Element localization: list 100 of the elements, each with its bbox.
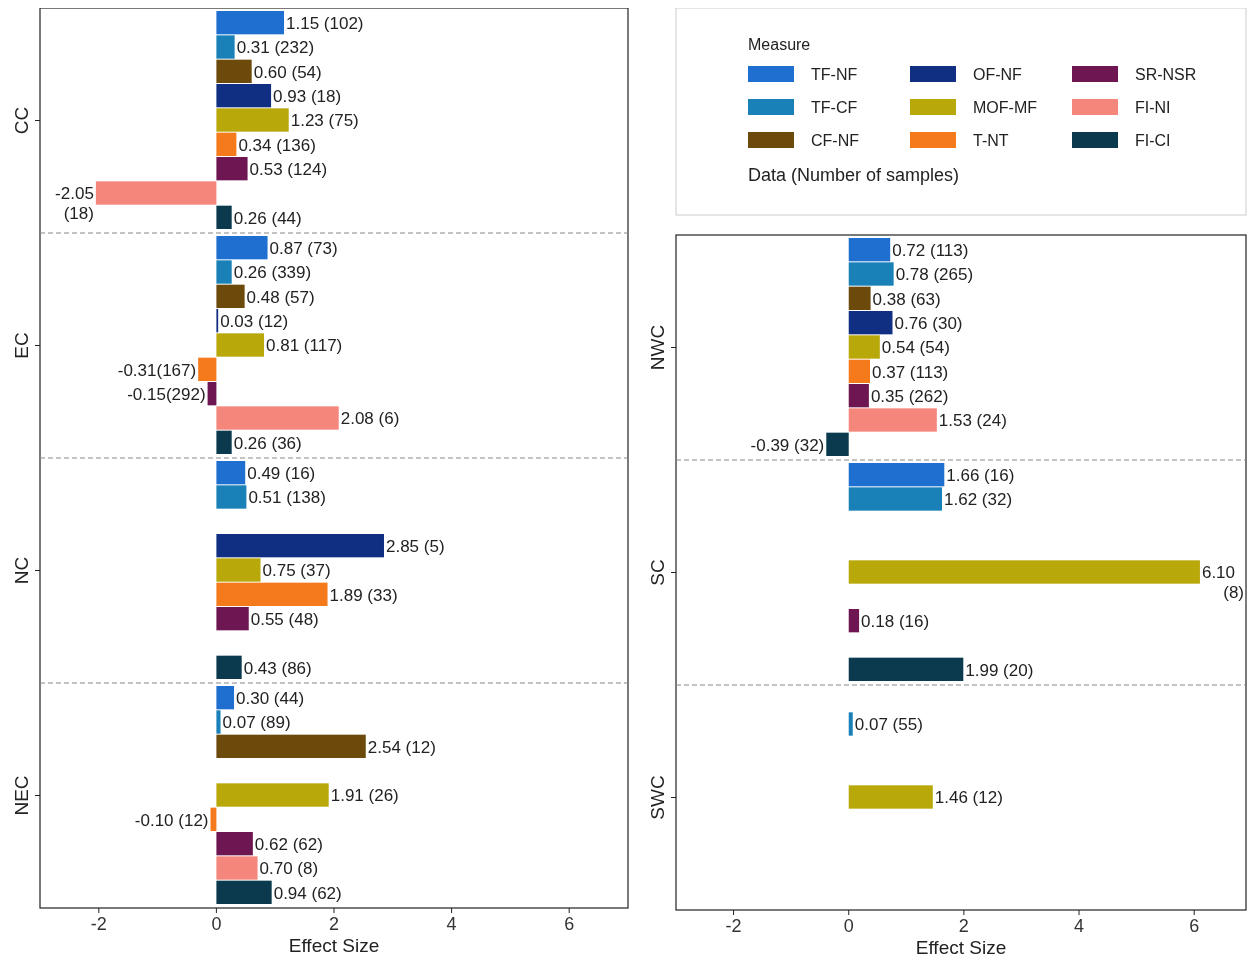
bar	[848, 487, 942, 511]
bar	[848, 560, 1200, 584]
bar	[216, 783, 329, 807]
bar	[216, 11, 285, 35]
bar	[216, 582, 328, 606]
data-label: 0.51 (138)	[248, 488, 326, 508]
data-label: 0.81 (117)	[266, 336, 343, 356]
data-label: 0.37 (113)	[872, 362, 949, 382]
x-tick-label: 0	[843, 916, 854, 936]
bar	[848, 609, 860, 633]
data-label: 0.70 (8)	[259, 859, 319, 879]
bar	[216, 35, 235, 59]
bar	[848, 286, 871, 310]
bar	[216, 84, 272, 108]
data-label: 0.26 (44)	[233, 208, 302, 228]
legend-label: TF-NF	[811, 65, 858, 83]
data-label: 6.10 (8)	[1201, 563, 1244, 602]
y-tick-label: NEC	[11, 775, 32, 816]
legend-label: FI-CI	[1135, 131, 1171, 149]
bar	[216, 534, 384, 558]
bar	[848, 408, 937, 432]
text: Data (Number of samples)	[748, 165, 960, 185]
data-label: 2.54 (12)	[367, 737, 436, 757]
y-tick-label: NC	[11, 556, 32, 585]
bar	[216, 157, 248, 181]
y-tick-label: SWC	[647, 775, 668, 820]
bar	[216, 880, 272, 904]
legend-title: Measure	[748, 36, 811, 53]
data-label: -0.31(167)	[117, 360, 197, 380]
data-label: 0.94 (62)	[273, 883, 342, 903]
x-axis-title: Effect Size	[288, 935, 380, 956]
data-label: 2.08 (6)	[340, 409, 400, 429]
data-label: 0.48 (57)	[246, 287, 315, 307]
bar	[848, 335, 880, 359]
data-label: -0.15(292)	[127, 385, 206, 405]
x-tick-label: -2	[90, 914, 107, 934]
data-label: 1.15 (102)	[286, 14, 364, 34]
bar	[848, 262, 894, 286]
bar	[848, 712, 853, 736]
x-tick-label: 2	[328, 914, 340, 934]
legend-label: SR-NSR	[1135, 65, 1197, 83]
data-label: 0.38 (63)	[872, 289, 941, 309]
data-label: 0.93 (18)	[273, 87, 342, 107]
bar	[216, 108, 289, 132]
x-tick-label: 6	[1189, 916, 1200, 936]
bar	[216, 236, 268, 260]
x-axis-title: Effect Size	[915, 937, 1007, 958]
data-label: -2.05 (18)	[55, 184, 94, 223]
data-label: 0.72 (113)	[892, 241, 969, 261]
bar	[216, 710, 221, 734]
legend-label: TF-CF	[811, 98, 858, 116]
bar	[216, 333, 265, 357]
bar	[216, 485, 247, 509]
bar	[216, 558, 261, 582]
x-tick-label: 4	[1074, 916, 1085, 936]
data-label: 0.26 (339)	[233, 263, 312, 283]
data-label: 0.26 (36)	[233, 433, 302, 453]
y-tick-label: SC	[647, 559, 668, 586]
bar	[216, 461, 246, 485]
data-label: 0.62 (62)	[254, 835, 323, 855]
x-tick-label: 0	[211, 914, 222, 934]
bar	[216, 832, 253, 856]
data-label: 0.43 (86)	[243, 658, 312, 678]
data-label: 0.49 (16)	[247, 464, 316, 484]
bar	[848, 463, 945, 487]
legend-label: FI-NI	[1135, 98, 1171, 116]
data-label: -0.39 (32)	[750, 435, 825, 455]
bar	[216, 59, 252, 83]
bar	[216, 132, 237, 156]
data-label: 0.35 (262)	[870, 387, 949, 407]
x-tick-label: 6	[564, 914, 575, 934]
data-label: 0.07 (55)	[854, 715, 923, 735]
bar	[216, 686, 235, 710]
bar	[848, 657, 964, 681]
bar	[216, 406, 339, 430]
data-label: 1.23 (75)	[290, 111, 359, 131]
x-tick-label: -2	[725, 916, 742, 936]
data-label: 0.30 (44)	[236, 689, 305, 709]
bar	[848, 384, 869, 408]
y-tick-label: NWC	[647, 324, 668, 371]
data-label: 0.78 (265)	[895, 265, 974, 285]
data-label: 1.62 (32)	[944, 490, 1013, 510]
bar	[848, 359, 871, 383]
data-label: 0.34 (136)	[238, 135, 316, 155]
data-label: -0.10 (12)	[134, 810, 209, 830]
data-label: 0.07 (89)	[222, 713, 291, 733]
data-label: 0.18 (16)	[861, 612, 930, 632]
data-label: 0.87 (73)	[269, 239, 338, 259]
legend-label: CF-NF	[811, 131, 860, 149]
bar	[216, 430, 232, 454]
bar	[848, 785, 933, 809]
bar	[95, 181, 217, 205]
data-label: 1.99 (20)	[965, 660, 1034, 680]
bar	[216, 655, 242, 679]
bar	[826, 432, 849, 456]
bar	[216, 260, 232, 284]
data-label: 1.53 (24)	[938, 411, 1007, 431]
legend-label: MOF-MF	[973, 98, 1038, 116]
data-label: 2.85 (5)	[385, 537, 445, 557]
data-label: 1.89 (33)	[329, 585, 398, 605]
